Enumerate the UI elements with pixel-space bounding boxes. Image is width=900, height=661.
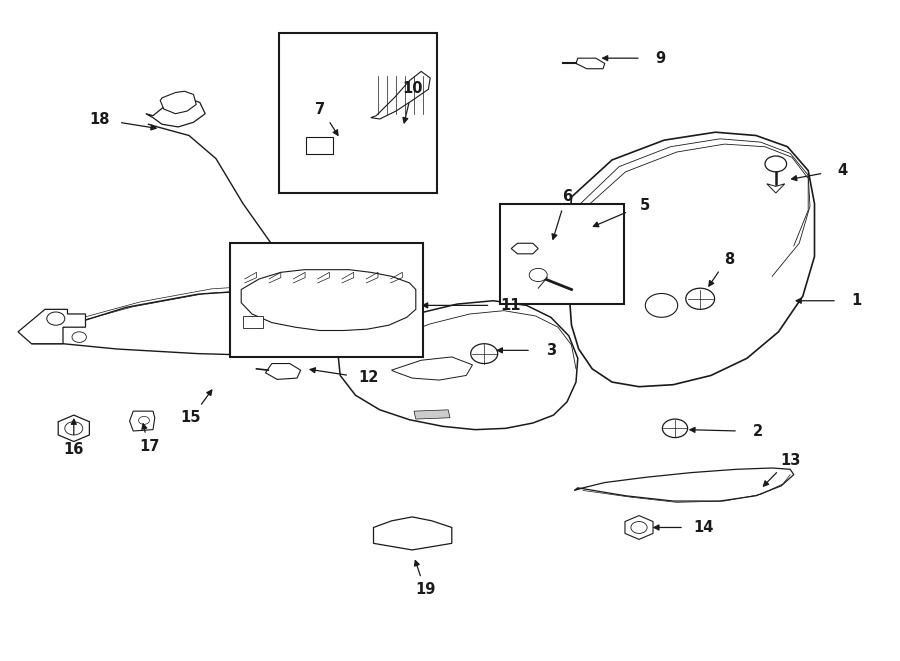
Bar — [500, 204, 624, 304]
Polygon shape — [241, 270, 416, 330]
Circle shape — [529, 268, 547, 282]
Text: 13: 13 — [779, 453, 800, 469]
Bar — [279, 33, 436, 193]
Text: 4: 4 — [838, 163, 848, 178]
Polygon shape — [574, 468, 794, 501]
Circle shape — [72, 332, 86, 342]
Text: 19: 19 — [416, 582, 436, 598]
Text: 17: 17 — [139, 439, 159, 454]
Bar — [230, 243, 423, 357]
Polygon shape — [18, 309, 86, 344]
Text: 7: 7 — [315, 102, 325, 117]
Text: 12: 12 — [358, 370, 379, 385]
Bar — [243, 316, 263, 328]
Circle shape — [631, 522, 647, 533]
Text: 15: 15 — [180, 410, 201, 424]
Polygon shape — [576, 58, 605, 69]
Circle shape — [65, 422, 83, 435]
Text: 1: 1 — [851, 293, 862, 308]
Polygon shape — [338, 301, 578, 430]
Circle shape — [765, 156, 787, 172]
Text: 9: 9 — [655, 51, 666, 65]
Polygon shape — [567, 132, 814, 387]
Text: 8: 8 — [724, 252, 734, 266]
Text: 2: 2 — [752, 424, 763, 439]
Text: 3: 3 — [545, 343, 556, 358]
Polygon shape — [266, 364, 301, 379]
Polygon shape — [160, 91, 196, 114]
Polygon shape — [414, 410, 450, 419]
Text: 11: 11 — [500, 298, 520, 313]
Circle shape — [686, 288, 715, 309]
Polygon shape — [130, 411, 155, 431]
Polygon shape — [767, 184, 785, 193]
Text: 10: 10 — [402, 81, 423, 97]
Polygon shape — [146, 98, 205, 127]
Text: 16: 16 — [64, 442, 84, 457]
Polygon shape — [511, 243, 538, 254]
Text: 6: 6 — [562, 189, 572, 204]
Bar — [306, 137, 333, 154]
Polygon shape — [392, 357, 472, 380]
Text: 14: 14 — [694, 520, 714, 535]
Polygon shape — [374, 517, 452, 550]
Circle shape — [471, 344, 498, 364]
Polygon shape — [32, 290, 374, 356]
Text: 5: 5 — [640, 198, 651, 213]
Circle shape — [47, 312, 65, 325]
Polygon shape — [625, 516, 653, 539]
Circle shape — [139, 416, 149, 424]
Polygon shape — [371, 71, 430, 119]
Polygon shape — [58, 415, 89, 442]
Circle shape — [662, 419, 688, 438]
Text: 18: 18 — [89, 112, 110, 128]
Circle shape — [645, 293, 678, 317]
